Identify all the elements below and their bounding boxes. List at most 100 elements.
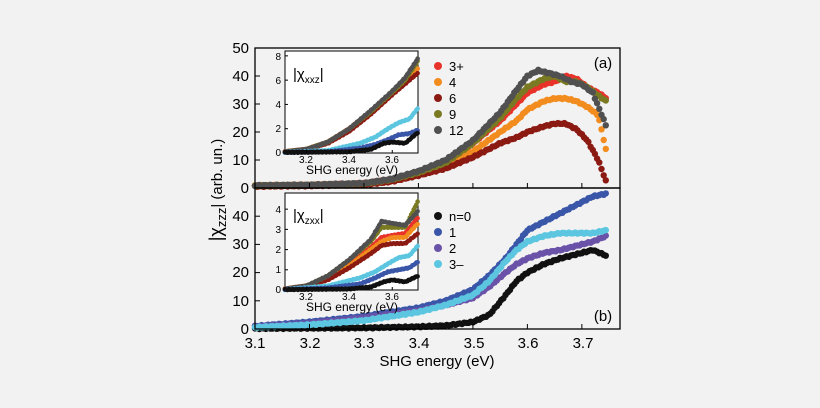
inset-b-point xyxy=(415,243,420,249)
legend-a-label-1: 4 xyxy=(449,75,456,90)
inset-a-ytick-4: 4 xyxy=(275,100,281,111)
panel-a-point xyxy=(602,145,609,153)
inset-a-point xyxy=(415,56,420,61)
x-axis-label: SHG energy (eV) xyxy=(379,353,494,370)
inset-a-point xyxy=(415,106,420,111)
legend-b-label-3: 3– xyxy=(449,257,464,272)
legend-a-marker-0 xyxy=(434,62,442,70)
inset-a-xlabel: SHG energy (eV) xyxy=(306,163,398,177)
ya-tick-30: 30 xyxy=(232,96,249,113)
x-tick-3.3: 3.3 xyxy=(354,335,375,352)
inset-b-xtick-3.2: 3.2 xyxy=(299,292,313,303)
panel-a-point xyxy=(589,89,596,96)
legend-b-marker-0 xyxy=(434,212,442,220)
inset-a-xtick-3.2: 3.2 xyxy=(299,155,313,166)
panel-b-label: (b) xyxy=(594,308,612,325)
panel-a-point xyxy=(598,126,605,133)
legend-a-label-2: 6 xyxy=(449,91,456,106)
y-axis-label: |χzzz| (arb. un.) xyxy=(206,139,229,242)
inset-b-point xyxy=(415,260,420,265)
inset-a-ytick-0: 0 xyxy=(275,148,281,159)
panel-a-label: (a) xyxy=(594,55,612,72)
panel-a-point xyxy=(598,165,605,173)
legend-b-marker-1 xyxy=(434,228,442,236)
panel-a-point xyxy=(596,159,603,166)
inset-b-xtick-3.6: 3.6 xyxy=(385,292,399,303)
legend-a-marker-4 xyxy=(434,126,442,134)
panel-b-frame xyxy=(254,187,621,330)
x-tick-3.4: 3.4 xyxy=(409,335,430,352)
x-tick-3.5: 3.5 xyxy=(464,335,485,352)
inset-a-series-4 xyxy=(282,56,420,155)
inset-b-xtick-3.4: 3.4 xyxy=(342,292,356,303)
legend-b-label-1: 1 xyxy=(449,225,456,240)
panel-a-point xyxy=(593,100,601,107)
legend-a-label-3: 9 xyxy=(449,107,456,122)
yb-tick-0: 0 xyxy=(241,321,249,338)
yb-tick-40: 40 xyxy=(232,208,249,225)
inset-b-ytick-1: 1 xyxy=(275,265,281,276)
inset-b-point xyxy=(415,215,420,221)
legend-a-label-4: 12 xyxy=(449,123,463,138)
yb-tick-10: 10 xyxy=(232,293,249,310)
legend-a-marker-2 xyxy=(434,94,442,102)
panel-b-point xyxy=(602,190,609,197)
legend-a-marker-3 xyxy=(434,110,442,118)
panel-a-point xyxy=(602,97,609,104)
panel-a-point xyxy=(593,111,601,119)
inset-b-ylabel: |χzxx| xyxy=(293,207,324,227)
inset-a-xtick-3.4: 3.4 xyxy=(342,155,356,166)
inset-a-ylabel: |χxxz| xyxy=(293,66,324,86)
inset-a-ytick-2: 2 xyxy=(275,124,281,135)
legend-b-marker-3 xyxy=(434,260,442,268)
inset-b-xlabel: SHG energy (eV) xyxy=(306,300,398,314)
inset-b-ytick-2: 2 xyxy=(275,245,281,256)
panel-a-point xyxy=(602,177,609,184)
panel-b-series-3 xyxy=(251,226,609,331)
inset-b-point xyxy=(415,199,420,204)
panel-a-series-4 xyxy=(251,66,609,190)
inset-b-point xyxy=(415,221,420,227)
panel-a-point xyxy=(600,172,607,179)
inset-b-ytick-3: 3 xyxy=(275,225,281,236)
inset-b-ytick-0: 0 xyxy=(275,285,281,296)
panel-a-point xyxy=(600,136,607,144)
inset-a-xtick-3.6: 3.6 xyxy=(385,155,399,166)
inset-a-point xyxy=(415,70,420,76)
panel-b-point xyxy=(602,226,609,234)
panel-b-point xyxy=(602,232,609,239)
inset-a-ytick-6: 6 xyxy=(275,76,281,87)
inset-a-series-7 xyxy=(282,130,420,155)
inset-b-point xyxy=(415,209,420,214)
panel-a-point xyxy=(602,122,609,129)
x-tick-3.1: 3.1 xyxy=(245,335,266,352)
legend-a-label-0: 3+ xyxy=(449,59,464,74)
ya-tick-10: 10 xyxy=(232,152,249,169)
ya-tick-20: 20 xyxy=(232,124,249,141)
yb-tick-20: 20 xyxy=(232,264,249,281)
panel-a-point xyxy=(596,105,603,113)
legend-b-label-0: n=0 xyxy=(449,209,471,224)
ya-tick-40: 40 xyxy=(232,68,249,85)
legend-a: 3+ 4 6 9 12 xyxy=(434,59,464,138)
x-tick-3.7: 3.7 xyxy=(573,335,594,352)
inset-a-point xyxy=(415,130,420,136)
inset-b-point xyxy=(415,274,420,279)
yb-tick-30: 30 xyxy=(232,236,249,253)
legend-b: n=0 1 2 3– xyxy=(434,209,471,272)
ya-tick-50: 50 xyxy=(232,40,249,57)
x-tick-3.6: 3.6 xyxy=(518,335,539,352)
ya-tick-0: 0 xyxy=(241,180,249,197)
inset-b-point xyxy=(415,231,420,236)
inset-b-ytick-4: 4 xyxy=(275,205,281,216)
svg-text:|χzzz| (arb. un.): |χzzz| (arb. un.) xyxy=(206,139,229,242)
inset-a-ytick-8: 8 xyxy=(275,52,281,63)
legend-b-label-2: 2 xyxy=(449,241,456,256)
legend-b-marker-2 xyxy=(434,244,442,252)
panel-a-point xyxy=(585,138,592,146)
panel-b-point xyxy=(602,252,609,259)
panel-a-point xyxy=(600,115,607,123)
inset-a-point xyxy=(415,66,420,71)
x-tick-3.2: 3.2 xyxy=(300,335,321,352)
